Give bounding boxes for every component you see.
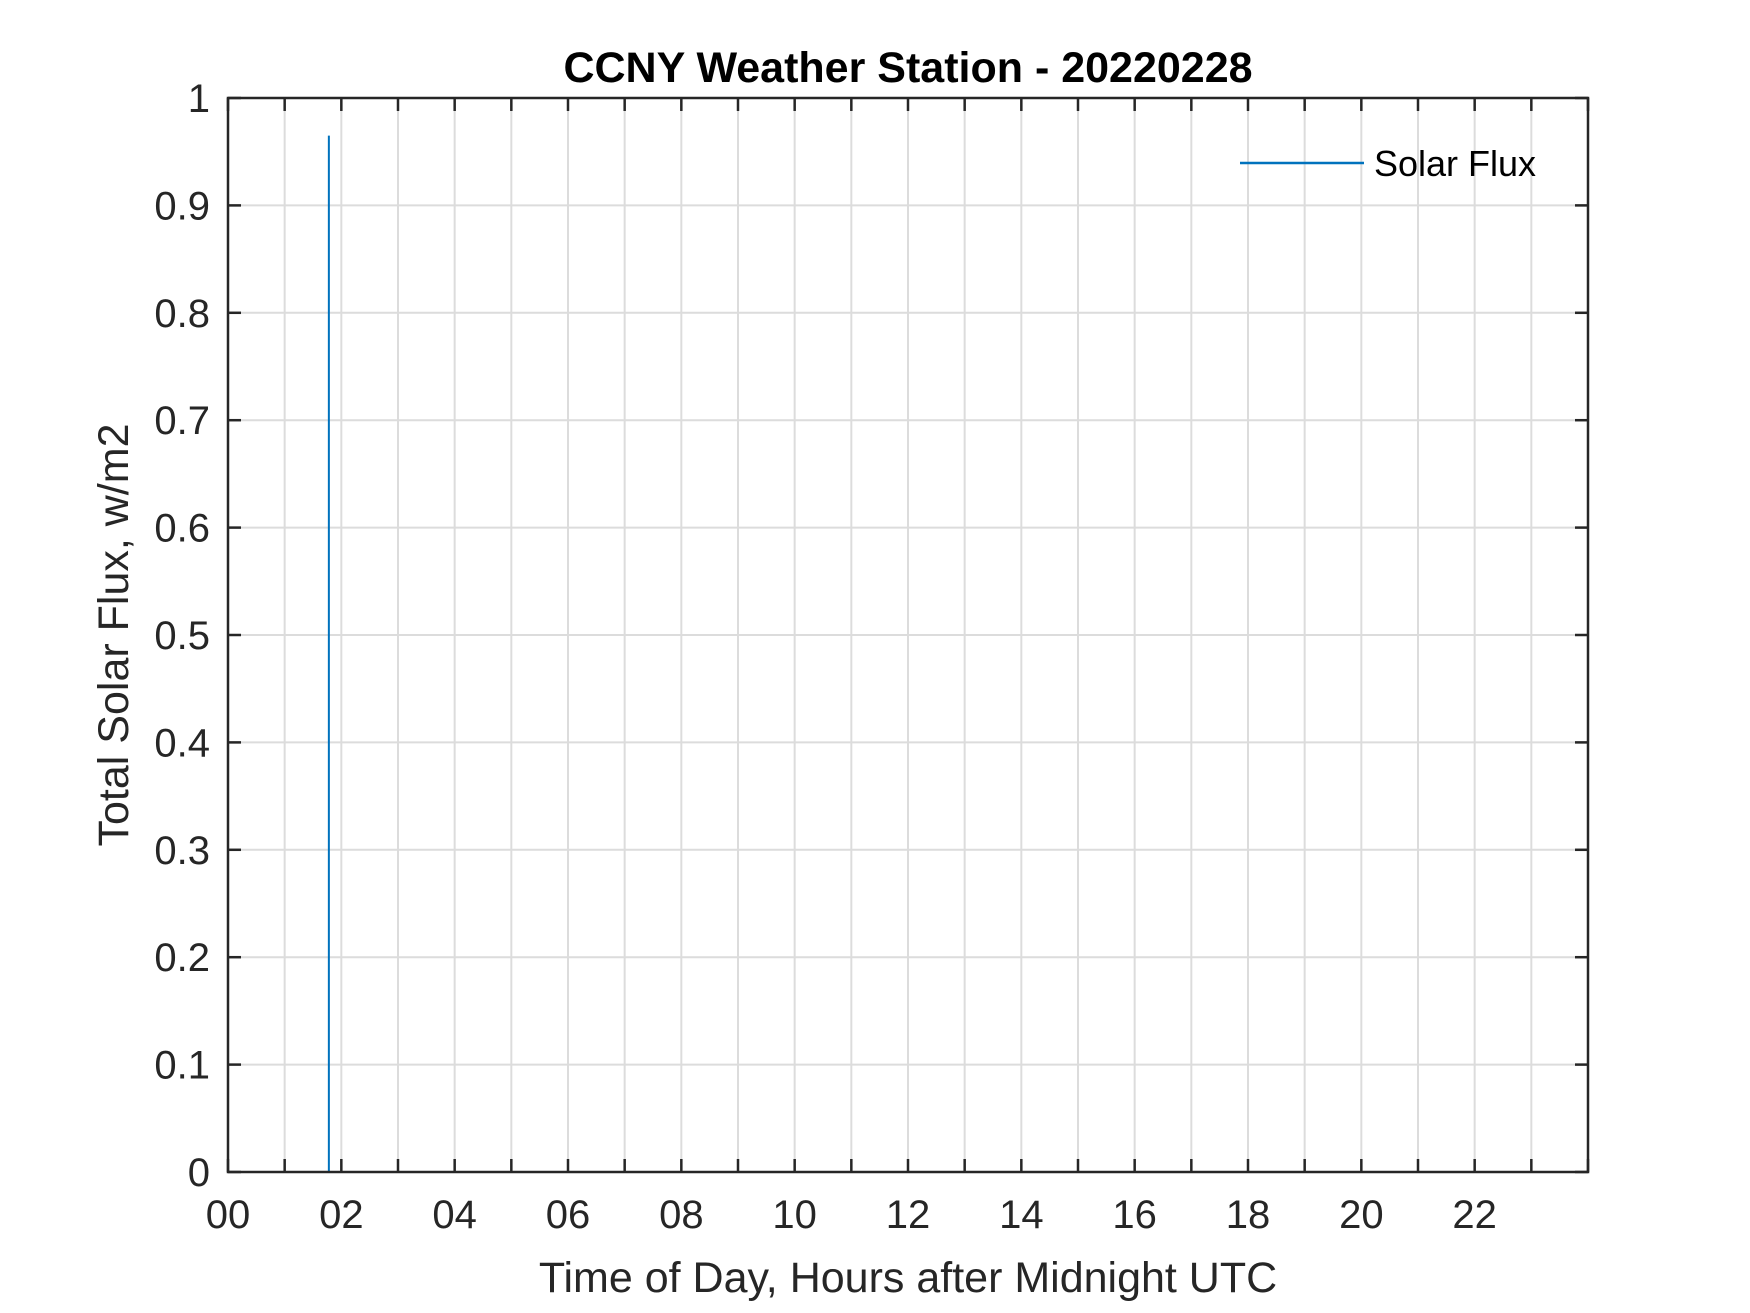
- y-tick-label: 0.7: [154, 399, 210, 443]
- tick-marks: [226, 96, 1590, 1174]
- chart-title: CCNY Weather Station - 20220228: [563, 44, 1252, 92]
- grid-lines: [228, 98, 1588, 1172]
- y-tick-label: 0: [188, 1151, 210, 1195]
- x-tick-labels: 00 02 04 06 08 10 12 14 16 18 20 22: [206, 1193, 1497, 1237]
- x-tick-label: 18: [1226, 1193, 1271, 1237]
- y-tick-label: 0.3: [154, 829, 210, 873]
- x-tick-label: 22: [1452, 1193, 1497, 1237]
- y-tick-label: 0.6: [154, 507, 210, 551]
- x-axis-label: Time of Day, Hours after Midnight UTC: [539, 1254, 1277, 1302]
- x-tick-label: 14: [999, 1193, 1044, 1237]
- x-tick-label: 10: [772, 1193, 817, 1237]
- y-tick-label: 0.9: [154, 184, 210, 228]
- x-tick-label: 12: [886, 1193, 931, 1237]
- x-tick-label: 20: [1339, 1193, 1384, 1237]
- y-tick-label: 0.8: [154, 292, 210, 336]
- x-tick-label: 00: [206, 1193, 251, 1237]
- y-tick-label: 0.2: [154, 936, 210, 980]
- x-tick-label: 06: [546, 1193, 591, 1237]
- x-tick-label: 04: [432, 1193, 477, 1237]
- y-tick-labels: 0 0.1 0.2 0.3 0.4 0.5 0.6 0.7 0.8 0.9 1: [154, 77, 210, 1195]
- legend: Solar Flux: [1240, 143, 1536, 184]
- y-tick-label: 0.1: [154, 1044, 210, 1088]
- y-tick-label: 1: [188, 77, 210, 121]
- y-axis-label: Total Solar Flux, w/m2: [90, 424, 138, 847]
- x-tick-label: 08: [659, 1193, 704, 1237]
- legend-label-solar-flux: Solar Flux: [1374, 143, 1536, 184]
- x-tick-label: 02: [319, 1193, 364, 1237]
- y-tick-label: 0.4: [154, 721, 210, 765]
- y-tick-label: 0.5: [154, 614, 210, 658]
- x-tick-label: 16: [1112, 1193, 1157, 1237]
